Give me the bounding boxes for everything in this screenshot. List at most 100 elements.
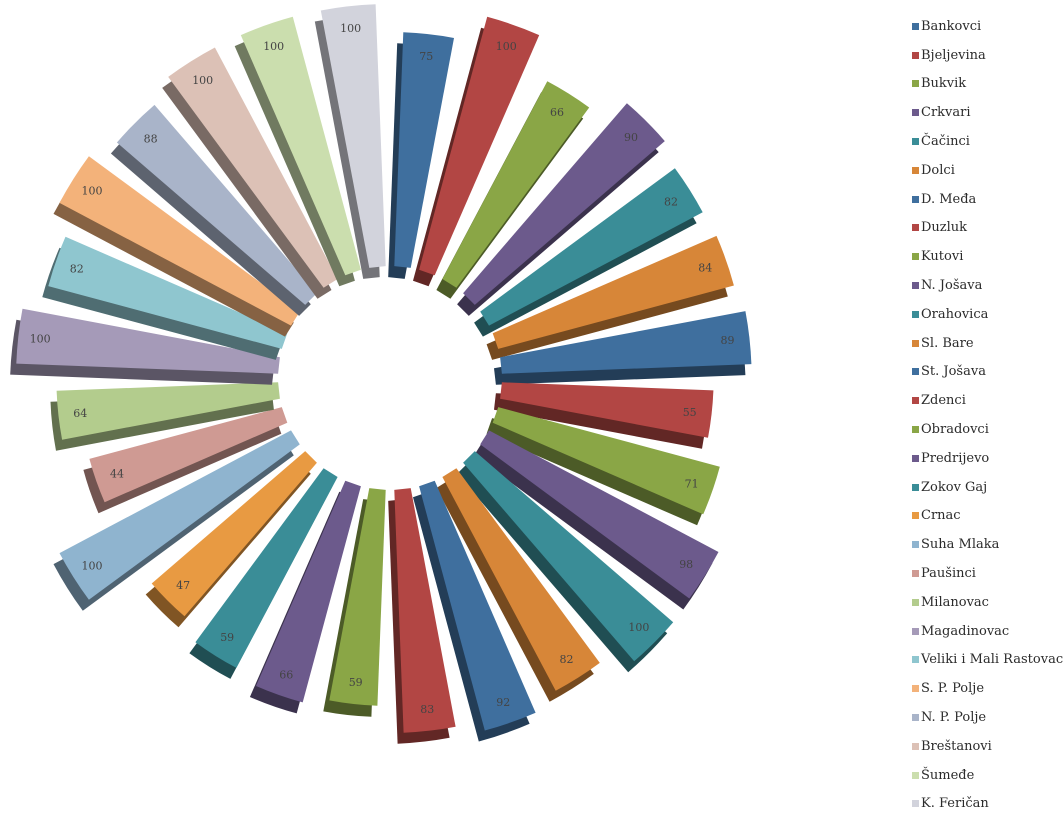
legend-label: Magadinovac [921, 623, 1010, 639]
slice-value-label: 59 [220, 631, 234, 644]
slice-Breštanovi [162, 47, 338, 299]
legend-item: Bjeljevina [912, 41, 1062, 70]
slice-value-label: 71 [685, 478, 699, 491]
legend-label: N. Jošava [921, 278, 983, 294]
slice-face [240, 16, 361, 276]
slice-Magadinovac [10, 308, 280, 385]
slice-Dolci [486, 235, 734, 360]
legend-swatch [912, 166, 919, 174]
legend-label: Zdenci [921, 393, 966, 409]
legend-swatch [912, 454, 919, 462]
slice-face [256, 480, 361, 703]
slice-face [419, 16, 540, 276]
slice-Milanovac [50, 382, 280, 451]
slice-face [419, 480, 536, 731]
legend-item: Orahovica [912, 300, 1062, 329]
slice-value-label: 100 [263, 40, 284, 53]
slice-value-label: 100 [628, 621, 649, 634]
slice-face [116, 104, 317, 305]
legend-item: Bankovci [912, 12, 1062, 41]
legend-swatch [912, 22, 919, 30]
legend-label: Dolci [921, 162, 955, 178]
slice-D. Međa [494, 311, 752, 385]
legend-swatch [912, 368, 919, 376]
slice-face [56, 382, 280, 440]
legend-swatch [912, 598, 919, 606]
slice-Veliki i Mali Rastovac [42, 236, 288, 360]
slice-Kutovi [486, 407, 720, 526]
slice-St. Jošava [413, 480, 536, 742]
slice-Sl. Bare [436, 468, 600, 702]
legend-item: Šumeđe [912, 761, 1062, 790]
legend-item: S. P. Polje [912, 674, 1062, 703]
legend-swatch [912, 800, 919, 808]
slice-face [492, 235, 734, 349]
slice-face [492, 407, 720, 515]
slice-face [480, 430, 719, 599]
legend-label: S. P. Polje [921, 681, 985, 697]
slice-face [320, 4, 386, 268]
legend-swatch [912, 339, 919, 347]
legend-item: Sl. Bare [912, 329, 1062, 358]
slice-Zdenci [388, 488, 456, 744]
legend-label: Orahovica [921, 306, 989, 322]
slice-Bankovci [388, 32, 454, 279]
legend-item: Predrijevo [912, 444, 1062, 473]
legend-label: Kutovi [921, 249, 964, 265]
legend-label: Milanovac [921, 594, 989, 610]
legend-swatch [912, 541, 919, 549]
legend-item: Veliki i Mali Rastovac [912, 646, 1063, 675]
slice-Šumeđe [234, 16, 361, 287]
slice-value-label: 59 [349, 676, 363, 689]
slice-face [480, 168, 703, 326]
legend-item: Kutovi [912, 242, 1062, 271]
legend-swatch [912, 426, 919, 434]
slice-Duzluk [494, 382, 714, 449]
legend-item: Zokov Gaj [912, 473, 1062, 502]
legend-swatch [912, 138, 919, 146]
legend-label: K. Feričan [921, 796, 989, 812]
legend-swatch [912, 51, 919, 59]
slice-depth [486, 418, 714, 526]
legend-swatch [912, 195, 919, 203]
slice-Bukvik [436, 81, 590, 299]
slice-face [394, 488, 456, 733]
slice-Orahovica [457, 451, 674, 673]
legend-label: Breštanovi [921, 738, 992, 754]
legend-swatch [912, 109, 919, 117]
legend-swatch [912, 483, 919, 491]
legend-item: Magadinovac [912, 617, 1062, 646]
legend-item: Obradovci [912, 415, 1062, 444]
slice-value-label: 82 [560, 653, 574, 666]
slice-value-label: 82 [664, 196, 678, 209]
slice-Zokov Gaj [189, 468, 338, 679]
legend-label: Bjeljevina [921, 47, 986, 63]
legend-label: Zokov Gaj [921, 479, 988, 495]
slice-face [329, 488, 386, 706]
legend-item: Paušinci [912, 559, 1062, 588]
legend-item: Bukvik [912, 70, 1062, 99]
legend-swatch [912, 714, 919, 722]
slice-Bjeljevina [413, 16, 540, 287]
legend-label: Šumeđe [921, 767, 975, 783]
legend-swatch [912, 512, 919, 520]
slice-value-label: 88 [144, 133, 158, 146]
slice-face [89, 407, 288, 503]
slice-value-label: 83 [420, 703, 434, 716]
legend-label: St. Jošava [921, 364, 986, 380]
slice-value-label: 100 [82, 559, 103, 572]
legend-label: Sl. Bare [921, 335, 974, 351]
legend-swatch [912, 253, 919, 261]
slice-value-label: 100 [340, 22, 361, 35]
slice-value-label: 92 [496, 696, 510, 709]
slice-Obradovci [323, 488, 386, 717]
slice-Crnac [145, 451, 317, 628]
slice-S. P. Polje [53, 156, 300, 337]
slice-value-label: 55 [683, 406, 697, 419]
slice-face [168, 47, 338, 288]
legend-label: Duzluk [921, 220, 968, 236]
pie-chart: 75 100 66 90 82 84 89 55 71 98 100 82 92 83 59 66 59 47 10… [10, 4, 752, 744]
legend-item: K. Feričan [912, 790, 1062, 819]
legend-item: N. P. Polje [912, 703, 1062, 732]
legend-item: Dolci [912, 156, 1062, 185]
